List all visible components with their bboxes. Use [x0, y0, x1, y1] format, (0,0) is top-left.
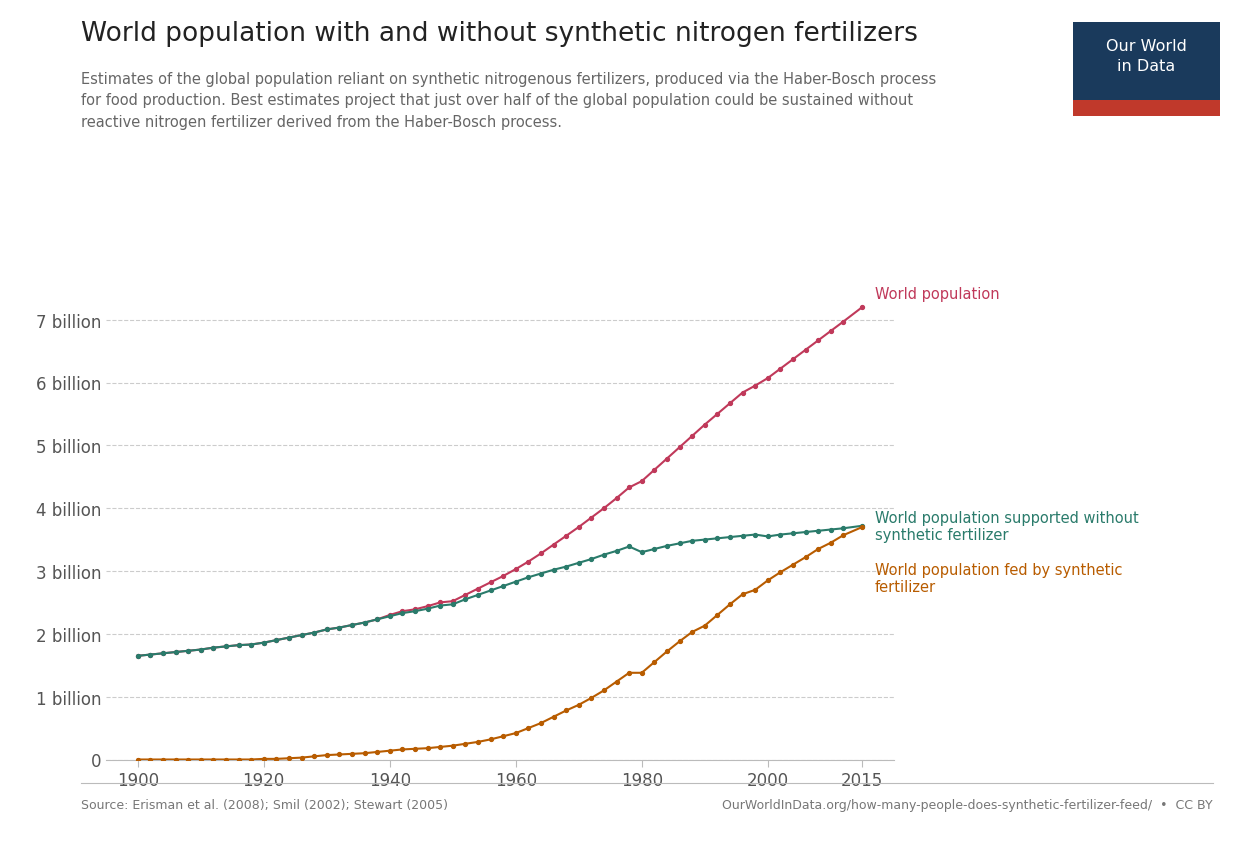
- Text: World population supported without
synthetic fertilizer: World population supported without synth…: [875, 511, 1139, 543]
- Text: Source: Erisman et al. (2008); Smil (2002); Stewart (2005): Source: Erisman et al. (2008); Smil (200…: [81, 798, 449, 810]
- Text: Our World
in Data: Our World in Data: [1106, 40, 1186, 73]
- Text: World population fed by synthetic
fertilizer: World population fed by synthetic fertil…: [875, 562, 1122, 594]
- Text: World population: World population: [875, 286, 1000, 301]
- Text: World population with and without synthetic nitrogen fertilizers: World population with and without synthe…: [81, 21, 918, 47]
- Text: OurWorldInData.org/how-many-people-does-synthetic-fertilizer-feed/  •  CC BY: OurWorldInData.org/how-many-people-does-…: [722, 798, 1212, 810]
- Text: Estimates of the global population reliant on synthetic nitrogenous fertilizers,: Estimates of the global population relia…: [81, 72, 936, 130]
